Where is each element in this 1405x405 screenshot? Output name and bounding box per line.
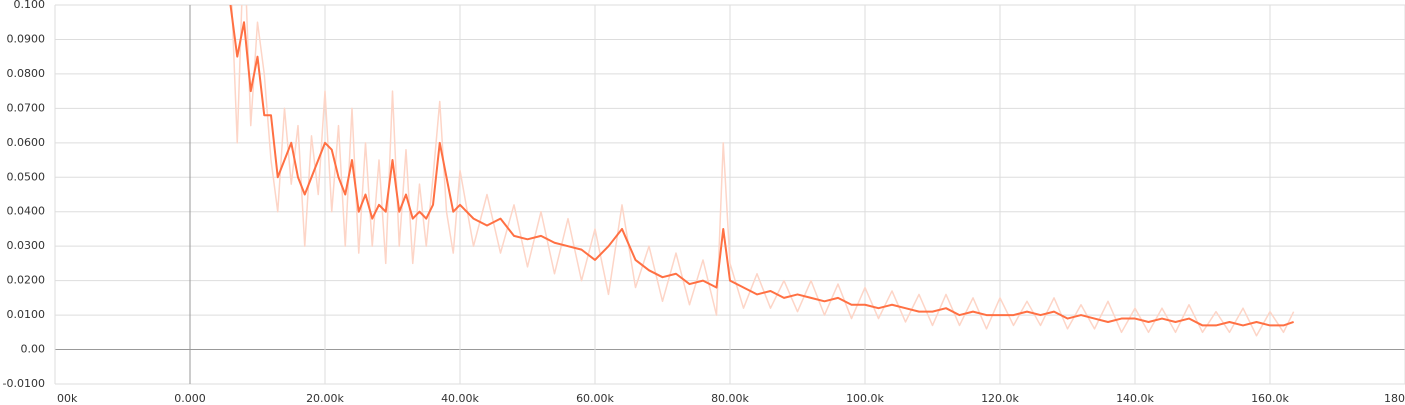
- y-tick-label: 0.0700: [7, 101, 46, 114]
- y-tick-label: 0.0300: [7, 239, 46, 252]
- x-tick-label: 80.00k: [711, 392, 749, 405]
- x-tick-label: 140.0k: [1116, 392, 1154, 405]
- y-tick-label: 0.0900: [7, 32, 46, 45]
- smoothed-line: [229, 5, 1294, 327]
- y-tick-label: 0.0800: [7, 67, 46, 80]
- plot-area: [229, 5, 1295, 337]
- x-tick-label: 00k: [57, 392, 78, 405]
- tick-labels: -0.0100 0.00 0.0100 0.0200 0.0300 0.0400 0.050…: [3, 0, 1405, 405]
- x-tick-label: 40.00k: [441, 392, 479, 405]
- raw-line: [231, 5, 1295, 337]
- x-tick-label: 120.0k: [981, 392, 1019, 405]
- x-tick-label: 180: [1384, 392, 1405, 405]
- y-tick-label: 0.0600: [7, 136, 46, 149]
- y-tick-label: 0.100: [14, 0, 46, 11]
- y-tick-label: 0.0200: [7, 274, 46, 287]
- x-tick-label: 60.00k: [576, 392, 614, 405]
- y-tick-label: 0.0100: [7, 308, 46, 321]
- y-tick-label: 0.0400: [7, 205, 46, 218]
- x-tick-label: 0.000: [174, 392, 206, 405]
- x-tick-label: 20.00k: [306, 392, 344, 405]
- grid: [54, 4, 1405, 385]
- x-tick-label: 100.0k: [846, 392, 884, 405]
- x-tick-label: 160.0k: [1251, 392, 1289, 405]
- y-tick-label: 0.0500: [7, 170, 46, 183]
- y-tick-label: -0.0100: [3, 377, 45, 390]
- y-tick-label: 0.00: [21, 343, 46, 356]
